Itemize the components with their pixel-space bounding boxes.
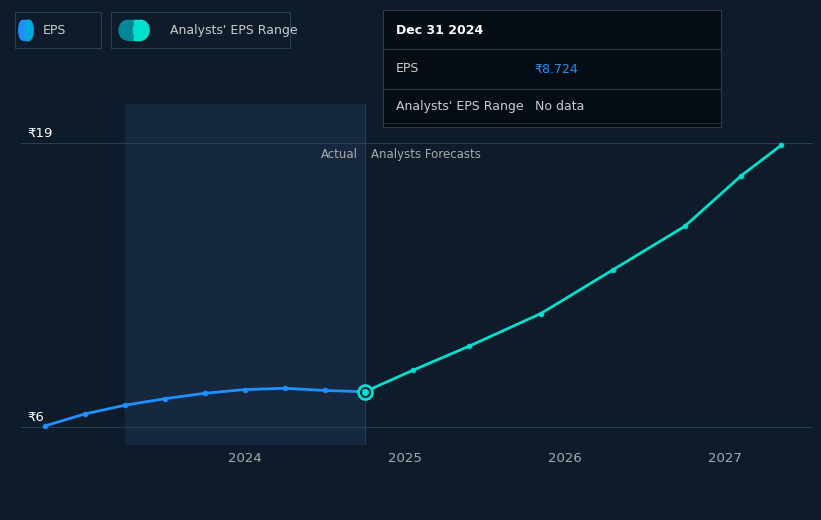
Text: ₹19: ₹19 <box>27 127 53 140</box>
Text: Dec 31 2024: Dec 31 2024 <box>396 24 484 37</box>
Ellipse shape <box>119 20 135 40</box>
Bar <box>125 104 365 445</box>
Ellipse shape <box>133 20 149 40</box>
Text: ₹6: ₹6 <box>27 411 44 424</box>
Bar <box>22 20 30 40</box>
Text: No data: No data <box>534 100 585 113</box>
Text: Analysts' EPS Range: Analysts' EPS Range <box>396 100 524 113</box>
Text: Analysts Forecasts: Analysts Forecasts <box>371 148 481 161</box>
Text: EPS: EPS <box>396 62 420 75</box>
Text: EPS: EPS <box>44 23 67 36</box>
Text: Actual: Actual <box>321 148 358 161</box>
Text: ₹8.724: ₹8.724 <box>534 62 579 75</box>
Bar <box>26 20 30 40</box>
Bar <box>127 20 141 40</box>
Ellipse shape <box>19 20 26 40</box>
Bar <box>134 20 141 40</box>
Text: Analysts' EPS Range: Analysts' EPS Range <box>170 23 297 36</box>
Ellipse shape <box>25 20 33 40</box>
